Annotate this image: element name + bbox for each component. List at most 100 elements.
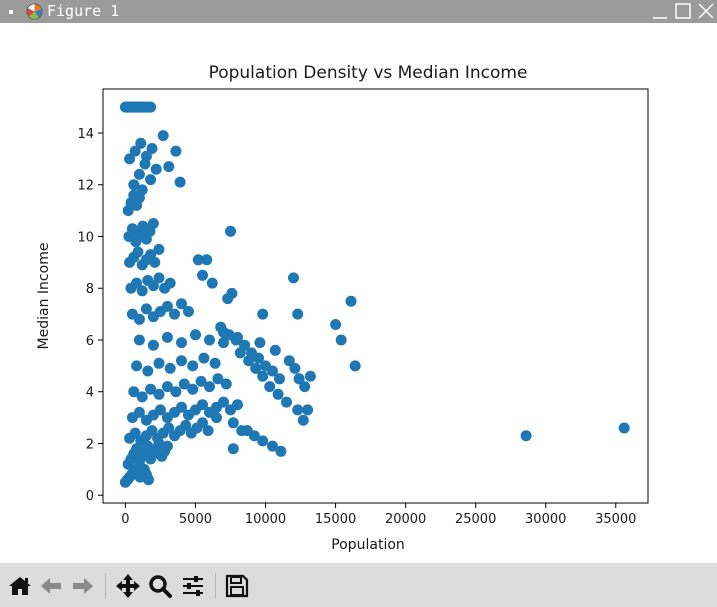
data-point bbox=[197, 417, 208, 429]
data-point bbox=[170, 386, 182, 398]
data-point bbox=[131, 360, 143, 372]
data-point bbox=[164, 277, 176, 289]
data-point bbox=[176, 401, 187, 413]
data-point bbox=[292, 404, 304, 416]
y-tick-label: 8 bbox=[86, 282, 94, 297]
pan-icon bbox=[116, 574, 140, 598]
x-axis-ticks: 0 5000 10000 15000 20000 25000 30000 35000 bbox=[121, 503, 636, 527]
x-tick-label: 25000 bbox=[455, 512, 496, 527]
data-point bbox=[264, 381, 276, 393]
x-tick-label: 30000 bbox=[525, 512, 566, 527]
data-point bbox=[153, 272, 165, 284]
maximize-icon[interactable] bbox=[674, 2, 692, 20]
y-tick-label: 12 bbox=[77, 179, 94, 194]
back-button[interactable] bbox=[38, 573, 64, 599]
data-point bbox=[161, 440, 173, 452]
data-point bbox=[335, 334, 347, 346]
window-menu-icon[interactable] bbox=[9, 10, 13, 14]
data-point bbox=[283, 355, 295, 367]
data-point bbox=[147, 339, 159, 351]
data-point bbox=[304, 370, 316, 382]
data-point bbox=[147, 280, 159, 292]
data-point bbox=[225, 225, 236, 237]
data-point bbox=[232, 399, 243, 411]
data-point bbox=[302, 404, 314, 416]
pan-button[interactable] bbox=[115, 573, 141, 599]
toolbar-separator bbox=[105, 573, 106, 599]
save-button[interactable] bbox=[224, 573, 250, 599]
data-point bbox=[150, 163, 162, 175]
window-title: Figure 1 bbox=[47, 2, 120, 20]
data-point bbox=[161, 331, 173, 343]
data-point bbox=[169, 308, 180, 320]
data-point bbox=[520, 430, 532, 442]
data-point bbox=[618, 422, 630, 434]
data-point bbox=[206, 277, 218, 289]
data-point bbox=[204, 381, 215, 393]
y-tick-label: 0 bbox=[86, 489, 94, 504]
data-point bbox=[222, 293, 234, 305]
data-point bbox=[140, 303, 152, 315]
data-point bbox=[143, 474, 154, 486]
data-point bbox=[212, 373, 224, 385]
data-point bbox=[218, 396, 229, 408]
data-point bbox=[132, 246, 144, 258]
data-point bbox=[274, 373, 285, 385]
data-point bbox=[163, 422, 175, 434]
data-point bbox=[218, 326, 229, 338]
x-axis-label: Population bbox=[331, 537, 405, 553]
data-point bbox=[299, 381, 311, 393]
data-point bbox=[178, 378, 190, 390]
zoom-button[interactable] bbox=[147, 573, 173, 599]
data-point bbox=[257, 370, 269, 382]
x-tick-label: 20000 bbox=[385, 512, 426, 527]
data-point bbox=[133, 334, 145, 346]
data-point bbox=[227, 417, 239, 429]
data-points bbox=[119, 101, 630, 488]
matplotlib-logo-icon bbox=[26, 3, 43, 20]
data-point bbox=[254, 337, 266, 349]
data-point bbox=[330, 319, 342, 330]
toolbar-separator bbox=[215, 573, 216, 599]
data-point bbox=[195, 375, 207, 387]
data-point bbox=[145, 101, 157, 113]
data-point bbox=[234, 347, 246, 359]
back-icon bbox=[41, 578, 61, 594]
close-icon[interactable] bbox=[697, 2, 715, 20]
configure-subplots-button[interactable] bbox=[180, 573, 206, 599]
data-point bbox=[153, 388, 165, 400]
data-point bbox=[131, 277, 143, 289]
data-point bbox=[292, 308, 304, 320]
data-point bbox=[293, 373, 305, 385]
data-point bbox=[227, 443, 239, 455]
figure-canvas: 0 5000 10000 15000 20000 25000 30000 35000 0 2 4 6… bbox=[0, 23, 717, 563]
data-point bbox=[170, 145, 182, 157]
y-tick-label: 2 bbox=[86, 437, 94, 452]
zoom-icon bbox=[149, 575, 172, 598]
x-tick-label: 35000 bbox=[595, 512, 636, 527]
data-point bbox=[163, 161, 175, 173]
data-point bbox=[220, 378, 232, 390]
y-axis-label: Median Income bbox=[36, 243, 52, 350]
data-point bbox=[146, 143, 158, 154]
data-point bbox=[197, 269, 208, 281]
forward-button[interactable] bbox=[70, 573, 96, 599]
data-point bbox=[204, 334, 215, 346]
x-tick-label: 5000 bbox=[179, 512, 212, 527]
save-icon bbox=[225, 574, 249, 598]
x-tick-label: 15000 bbox=[315, 512, 356, 527]
data-point bbox=[345, 295, 357, 307]
minimize-icon[interactable] bbox=[651, 2, 669, 20]
data-point bbox=[174, 176, 186, 188]
data-point bbox=[157, 130, 169, 142]
data-point bbox=[269, 344, 281, 356]
data-point bbox=[176, 298, 187, 310]
data-point bbox=[187, 360, 199, 372]
data-point bbox=[164, 362, 176, 374]
data-point bbox=[241, 425, 253, 437]
data-point bbox=[146, 425, 158, 437]
home-button[interactable] bbox=[7, 573, 33, 599]
data-point bbox=[288, 272, 299, 284]
data-point bbox=[272, 388, 284, 400]
data-point bbox=[136, 184, 148, 196]
